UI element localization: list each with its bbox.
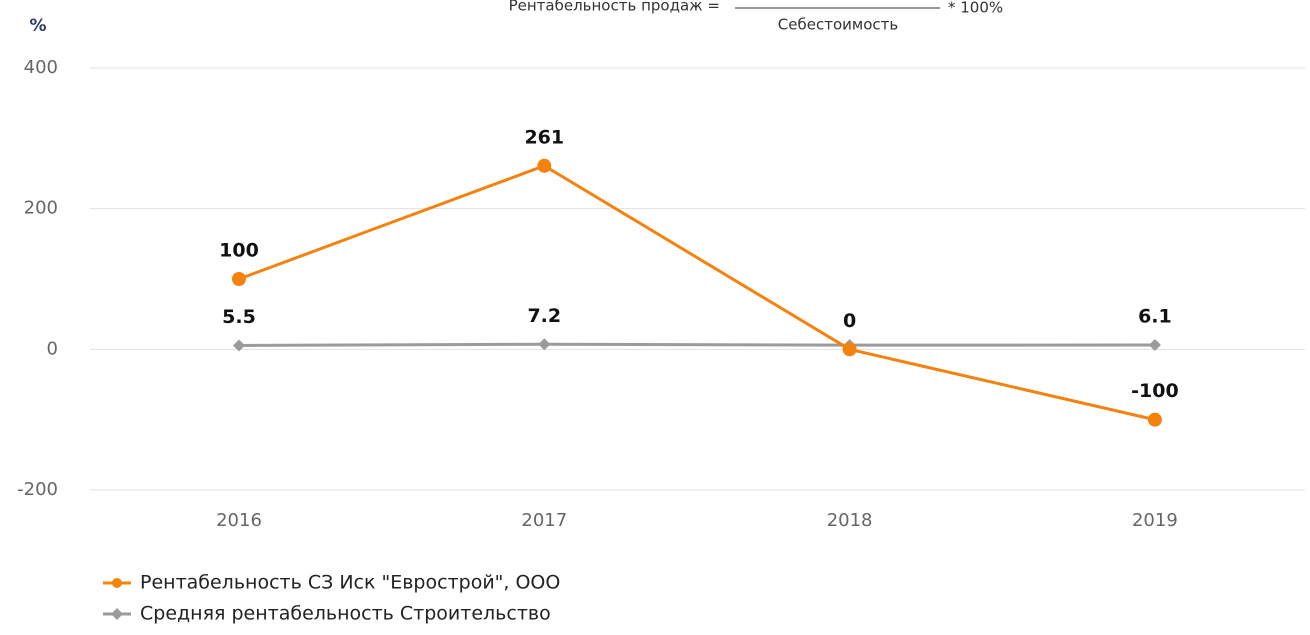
formula-right: * 100% — [948, 0, 1003, 17]
formula-left: Рентабельность продаж = — [509, 0, 720, 15]
y-tick-label: -200 — [17, 479, 58, 500]
x-tick-label: 2016 — [216, 510, 262, 531]
x-tick-label: 2017 — [521, 510, 567, 531]
point — [232, 272, 246, 286]
point — [233, 339, 245, 352]
y-axis-label: % — [29, 16, 46, 36]
legend-label: Рентабельность СЗ Иск "Еврострой", ООО — [140, 572, 560, 594]
point — [1147, 412, 1162, 427]
data-label: 0 — [843, 310, 856, 332]
point — [537, 158, 552, 173]
y-tick-label: 200 — [24, 198, 58, 219]
data-label: 261 — [524, 126, 564, 148]
y-tick-label: 400 — [24, 57, 58, 78]
data-label: 100 — [219, 240, 259, 262]
data-label: 5.5 — [222, 306, 256, 328]
data-label: 6.1 — [1138, 306, 1172, 328]
point — [538, 338, 551, 351]
point — [111, 608, 123, 620]
series-line — [238, 342, 1155, 347]
data-label: -100 — [1131, 380, 1179, 402]
point — [842, 342, 857, 357]
point — [1148, 339, 1161, 352]
x-tick-label: 2019 — [1132, 510, 1178, 531]
data-label: 7.2 — [527, 305, 561, 327]
formula-denominator: Себестоимость — [778, 16, 898, 34]
legend-label: Средняя рентабельность Строительство — [140, 603, 551, 625]
point — [112, 578, 122, 588]
series-line — [238, 164, 1156, 422]
y-tick-label: 0 — [47, 338, 58, 359]
x-tick-label: 2018 — [827, 510, 873, 531]
